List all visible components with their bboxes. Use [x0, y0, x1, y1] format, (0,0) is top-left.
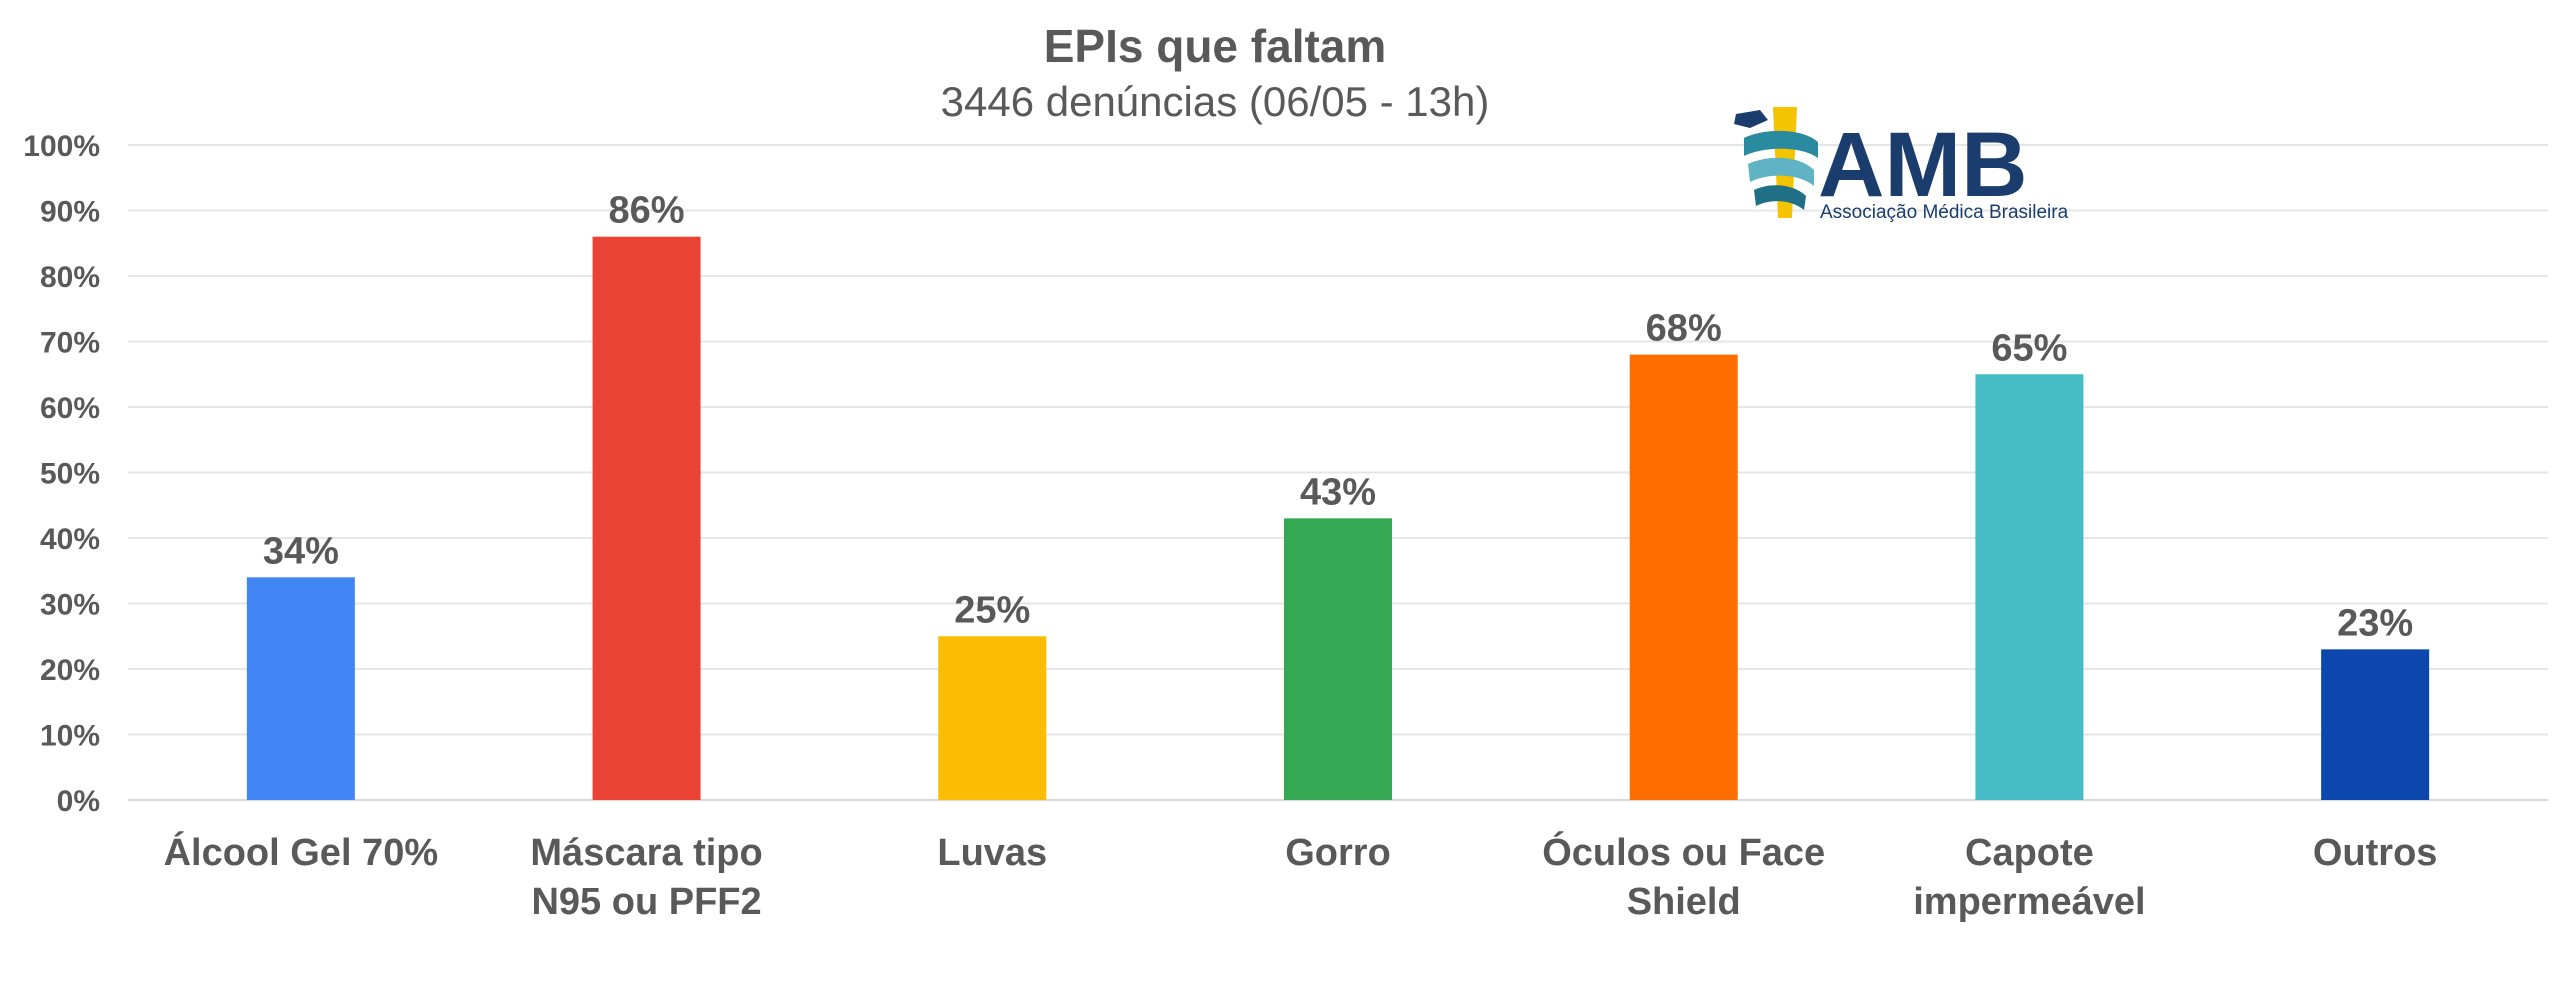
logo-wordmark: AMB	[1818, 114, 2028, 216]
x-tick-label: Outros	[2313, 832, 2438, 874]
data-labels: 34% 86% 25% 43% 68% 65% 23%	[263, 190, 2413, 645]
data-label: 25%	[954, 589, 1030, 631]
y-tick-label: 100%	[23, 130, 100, 163]
bar	[1629, 354, 1738, 800]
chart-subtitle: 3446 denúncias (06/05 - 13h)	[941, 78, 1490, 125]
y-tick-label: 10%	[40, 720, 100, 753]
bar	[1284, 518, 1392, 800]
amb-logo: AMB Associação Médica Brasileira	[1734, 107, 2069, 223]
x-axis-ticks: Álcool Gel 70% Máscara tipo N95 ou PFF2 Luv…	[164, 830, 2438, 923]
bar	[592, 236, 701, 800]
data-label: 34%	[263, 530, 339, 572]
x-tick-label: Álcool Gel 70%	[164, 830, 439, 874]
chart-title: EPIs que faltam	[1044, 20, 1387, 72]
x-tick-label: Gorro	[1285, 832, 1391, 874]
data-label: 68%	[1646, 308, 1722, 350]
data-label: 23%	[2337, 602, 2413, 644]
data-label: 86%	[609, 190, 685, 232]
y-tick-label: 90%	[40, 196, 100, 229]
x-tick-label: Máscara tipo N95 ou PFF2	[530, 832, 762, 923]
bar	[246, 577, 355, 800]
y-tick-label: 30%	[40, 589, 100, 622]
y-tick-label: 0%	[57, 785, 100, 818]
data-label: 65%	[1991, 327, 2067, 369]
bars	[246, 236, 2430, 800]
y-tick-label: 20%	[40, 654, 100, 687]
y-tick-label: 40%	[40, 523, 100, 556]
logo-tagline: Associação Médica Brasileira	[1820, 202, 2069, 223]
y-tick-label: 50%	[40, 458, 100, 491]
x-tick-label: Capote impermeável	[1913, 832, 2145, 923]
x-tick-label: Luvas	[937, 832, 1047, 874]
x-tick-label: Óculos ou Face Shield	[1542, 830, 1825, 923]
y-tick-label: 80%	[40, 261, 100, 294]
y-tick-label: 70%	[40, 327, 100, 360]
y-tick-label: 60%	[40, 392, 100, 425]
data-label: 43%	[1300, 471, 1376, 513]
bar	[1975, 374, 2084, 800]
y-axis-ticks: 0% 10% 20% 30% 40% 50% 60% 70% 80% 90% 100%	[23, 130, 100, 818]
caduceus-icon	[1734, 107, 1818, 218]
bar	[2321, 649, 2430, 800]
bar	[938, 636, 1047, 800]
